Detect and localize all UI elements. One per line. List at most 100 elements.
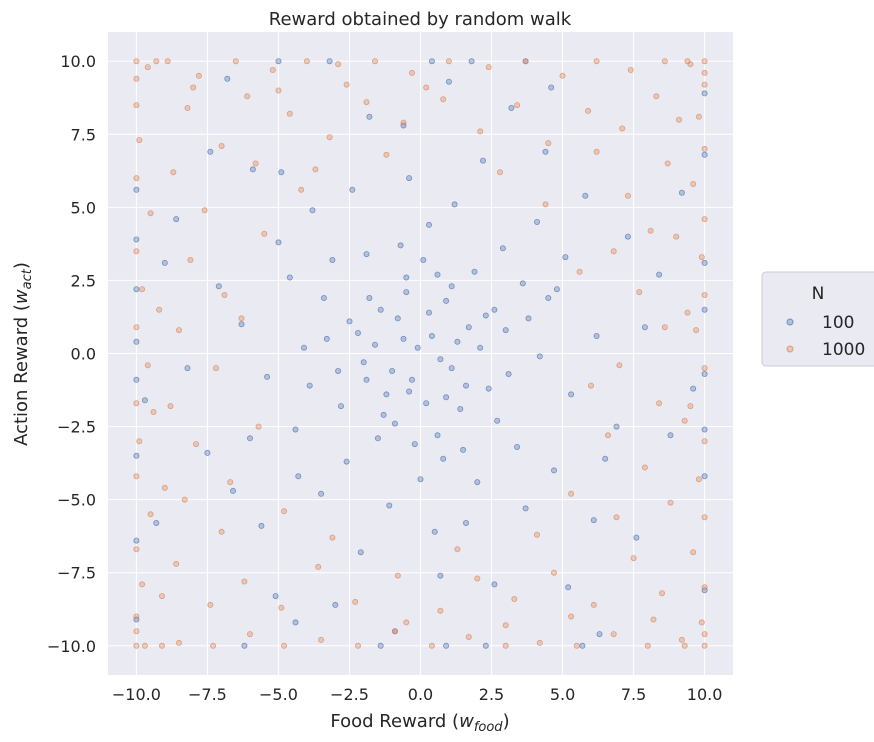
point-series-1000 [590,601,597,608]
y-tick-label: −7.5 [57,564,96,583]
point-series-100 [565,584,572,591]
legend-label-1000: 1000 [822,340,865,360]
data-points [133,58,708,649]
point-series-1000 [136,438,143,445]
point-series-1000 [659,590,666,597]
point-series-1000 [408,69,415,76]
point-series-1000 [255,423,262,430]
point-series-1000 [593,58,600,65]
point-series-100 [386,502,393,509]
point-series-1000 [352,598,359,605]
point-series-1000 [701,81,708,88]
chart-title: Reward obtained by random walk [269,9,572,30]
point-series-1000 [653,93,660,100]
point-series-100 [502,327,509,334]
point-series-100 [582,192,589,199]
point-series-100 [318,490,325,497]
legend-label-100: 100 [822,313,854,333]
point-series-1000 [698,619,705,626]
point-series-100 [357,549,364,556]
point-series-1000 [630,555,637,562]
point-series-1000 [158,642,165,649]
y-axis-label-main: Action Reward ( [11,304,32,446]
point-series-1000 [542,201,549,208]
point-series-100 [133,338,140,345]
point-series-1000 [695,476,702,483]
x-tick-label: 5.0 [550,685,575,704]
point-series-1000 [656,400,663,407]
point-series-1000 [661,58,668,65]
point-series-1000 [133,546,140,553]
point-series-1000 [252,160,259,167]
point-series-100 [332,601,339,608]
point-series-1000 [329,534,336,541]
point-series-1000 [269,67,276,74]
point-series-100 [568,391,575,398]
point-series-1000 [184,105,191,112]
y-axis-label-var: w [11,289,32,304]
point-series-100 [411,441,418,448]
point-series-1000 [619,125,626,132]
point-series-1000 [681,417,688,424]
point-series-1000 [650,616,657,623]
point-series-1000 [610,248,617,255]
point-series-1000 [210,642,217,649]
point-series-1000 [695,113,702,120]
point-series-1000 [173,560,180,567]
point-series-1000 [136,137,143,144]
point-series-1000 [195,72,202,79]
point-series-100 [431,528,438,535]
point-series-1000 [605,432,612,439]
point-series-1000 [514,102,521,109]
point-series-100 [468,58,475,65]
point-series-1000 [545,140,552,147]
point-series-100 [346,318,353,325]
point-series-1000 [701,631,708,638]
point-series-100 [374,435,381,442]
point-series-100 [391,420,398,427]
point-series-100 [593,332,600,339]
point-series-1000 [335,61,342,68]
point-series-100 [457,405,464,412]
point-series-1000 [690,549,697,556]
point-series-1000 [403,619,410,626]
point-series-1000 [133,175,140,182]
legend-title: N [812,284,825,304]
point-series-1000 [207,601,214,608]
point-series-100 [701,306,708,313]
point-series-100 [349,186,356,193]
point-series-100 [343,458,350,465]
point-series-1000 [585,107,592,114]
point-series-100 [417,476,424,483]
point-series-1000 [701,69,708,76]
point-series-1000 [156,306,163,313]
point-series-1000 [144,64,151,71]
x-tick-label: 2.5 [479,685,504,704]
legend-marker-100 [786,318,794,326]
point-series-1000 [701,58,708,65]
point-series-100 [451,201,458,208]
point-series-100 [428,332,435,339]
point-series-100 [414,344,421,351]
point-series-100 [224,75,231,82]
point-series-100 [562,254,569,261]
point-series-100 [406,388,413,395]
point-series-100 [690,385,697,392]
point-series-100 [514,443,521,450]
point-series-1000 [318,636,325,643]
point-series-1000 [150,408,157,415]
point-series-100 [701,90,708,97]
point-series-1000 [644,642,651,649]
point-series-1000 [474,575,481,582]
point-series-1000 [465,634,472,641]
point-series-1000 [701,584,708,591]
y-tick-label: 7.5 [71,125,96,144]
point-series-100 [454,338,461,345]
point-series-1000 [477,128,484,135]
point-series-100 [542,148,549,155]
point-series-1000 [667,499,674,506]
point-series-1000 [678,636,685,643]
point-series-1000 [343,81,350,88]
point-series-1000 [144,362,151,369]
x-axis-label-sub: food [474,720,503,735]
